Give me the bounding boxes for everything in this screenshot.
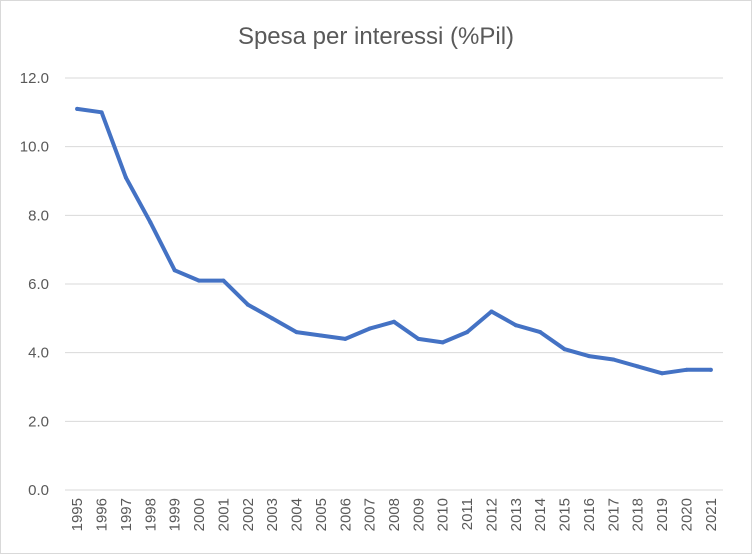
- data-point: [562, 347, 567, 352]
- x-tick-label: 2010: [435, 498, 452, 531]
- x-tick-label: 2001: [215, 498, 232, 531]
- y-tick-label: 10.0: [20, 139, 49, 156]
- y-axis-ticks: 0.0 2.0 4.0 6.0 8.0 10.0 12.0: [20, 70, 49, 499]
- data-point: [513, 323, 518, 328]
- x-tick-label: 2003: [264, 498, 281, 531]
- x-tick-label: 1995: [69, 498, 86, 531]
- x-tick-label: 2004: [289, 498, 306, 531]
- data-point: [75, 106, 80, 111]
- data-point: [440, 340, 445, 345]
- data-point: [684, 367, 689, 372]
- x-tick-label: 1998: [142, 498, 159, 531]
- data-point: [586, 354, 591, 359]
- data-point: [416, 336, 421, 341]
- data-point: [367, 326, 372, 331]
- x-tick-label: 2012: [483, 498, 500, 531]
- x-tick-label: 2016: [581, 498, 598, 531]
- data-point: [660, 371, 665, 376]
- y-tick-label: 2.0: [28, 413, 49, 430]
- data-point: [172, 268, 177, 273]
- data-point: [635, 364, 640, 369]
- gridlines: [65, 77, 723, 491]
- x-tick-label: 2014: [532, 498, 549, 531]
- x-tick-label: 2015: [557, 498, 574, 531]
- chart-title: Spesa per interessi (%Pil): [237, 23, 515, 50]
- data-point: [343, 336, 348, 341]
- x-tick-label: 2019: [654, 498, 671, 531]
- x-tick-label: 2021: [703, 498, 720, 531]
- y-tick-label: 0.0: [28, 482, 49, 499]
- data-point: [708, 367, 713, 372]
- x-tick-label: 1996: [94, 498, 111, 531]
- x-tick-label: 1999: [167, 498, 184, 531]
- data-point: [245, 302, 250, 307]
- y-tick-label: 12.0: [20, 70, 49, 87]
- data-point: [197, 278, 202, 283]
- y-tick-label: 4.0: [28, 345, 49, 362]
- series-line: [75, 106, 713, 376]
- x-tick-label: 2009: [410, 498, 427, 531]
- x-tick-label: 1997: [118, 498, 135, 531]
- data-point: [538, 330, 543, 335]
- x-tick-label: 2002: [240, 498, 257, 531]
- x-tick-label: 2013: [508, 498, 525, 531]
- data-point: [270, 316, 275, 321]
- x-axis-ticks: 1995 1996 1997 1998 1999 2000 2001 2002 2003 2004…: [69, 498, 720, 531]
- data-point: [465, 330, 470, 335]
- data-point: [294, 330, 299, 335]
- x-tick-label: 2007: [362, 498, 379, 531]
- x-tick-label: 2008: [386, 498, 403, 531]
- x-tick-label: 2005: [313, 498, 330, 531]
- series-layer: [75, 106, 713, 376]
- data-point: [221, 278, 226, 283]
- x-tick-label: 2018: [630, 498, 647, 531]
- y-tick-label: 6.0: [28, 276, 49, 293]
- x-tick-label: 2017: [605, 498, 622, 531]
- data-point: [123, 175, 128, 180]
- x-tick-label: 2020: [678, 498, 695, 531]
- data-point: [611, 357, 616, 362]
- data-point: [148, 220, 153, 225]
- data-point: [489, 309, 494, 314]
- data-point: [392, 319, 396, 324]
- y-tick-label: 8.0: [28, 207, 49, 224]
- data-point: [318, 333, 323, 338]
- data-point: [99, 110, 104, 115]
- x-tick-label: 2006: [337, 498, 354, 531]
- x-tick-label: 2000: [191, 498, 208, 531]
- x-tick-label: 2011: [459, 498, 476, 530]
